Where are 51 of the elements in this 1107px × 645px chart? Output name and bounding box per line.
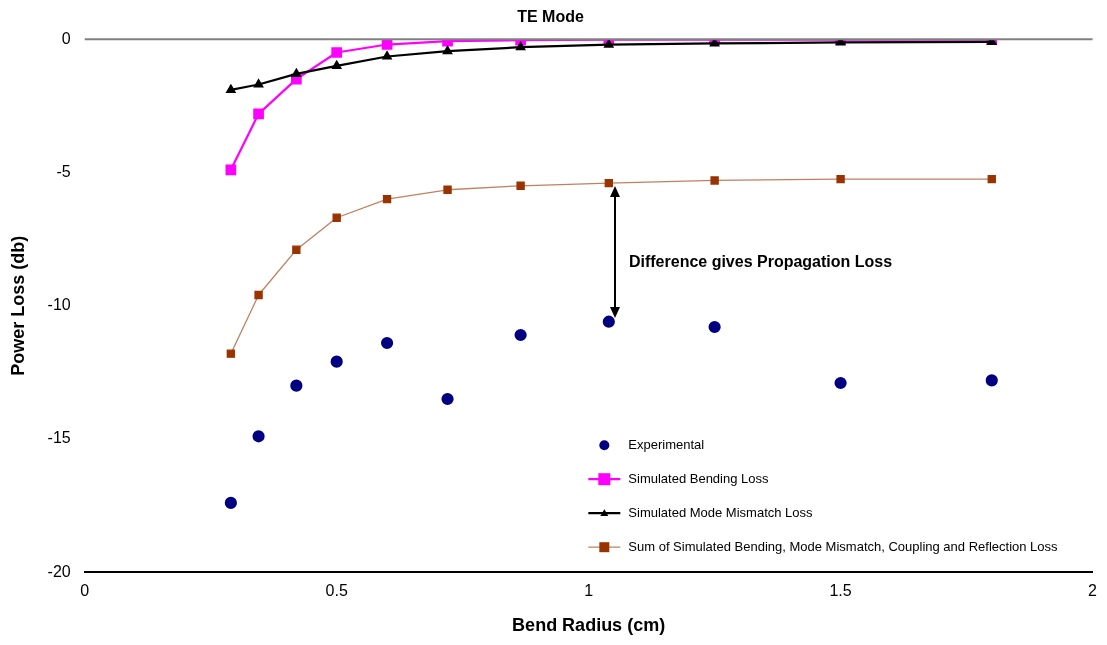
point [253, 108, 264, 120]
y-tick-label: -10 [47, 296, 71, 314]
point [332, 60, 342, 69]
point [226, 349, 236, 358]
x-tick-label: 0 [80, 582, 90, 600]
chart-title: TE Mode [517, 8, 584, 26]
x-axis-title: Bend Radius (cm) [512, 615, 666, 636]
y-tick-label: -20 [47, 562, 71, 580]
point [380, 336, 394, 350]
point [382, 194, 392, 204]
point [331, 47, 343, 58]
point [291, 68, 301, 77]
point [516, 42, 526, 51]
annotation: Difference gives Propagation Loss [628, 253, 893, 271]
point [382, 51, 392, 60]
legend-label: Simulated Mode Mismatch Loss [628, 504, 814, 520]
legend-label: Sum of Simulated Bending, Mode Mismatch, Coupling and Reflection Loss [628, 538, 1059, 554]
point [441, 392, 454, 406]
point [987, 174, 996, 184]
point [514, 328, 527, 342]
point [516, 181, 525, 190]
point [332, 213, 341, 222]
x-tick-label: 0.5 [325, 582, 348, 600]
point [330, 355, 343, 368]
point [834, 376, 847, 390]
point [254, 290, 263, 300]
point [292, 245, 301, 254]
point [381, 39, 393, 50]
point [602, 315, 615, 328]
point [442, 46, 453, 55]
point [224, 496, 237, 510]
point [710, 176, 719, 185]
point [443, 185, 452, 194]
point [252, 430, 265, 443]
point [985, 374, 998, 387]
y-axis-title: Power Loss (db) [7, 235, 28, 376]
point [254, 79, 264, 88]
point [708, 320, 721, 334]
legend-label: Experimental [628, 436, 705, 452]
legend-label: Simulated Bending Loss [628, 470, 770, 486]
x-tick-label: 1 [584, 582, 594, 600]
y-tick-label: 0 [61, 29, 71, 47]
point [225, 164, 237, 176]
point [836, 174, 845, 184]
point [290, 379, 303, 392]
x-tick-label: 1.5 [829, 582, 852, 600]
y-tick-label: -15 [47, 429, 71, 447]
x-tick-label: 2 [1088, 582, 1098, 600]
point [604, 178, 613, 188]
y-tick-label: -5 [56, 162, 71, 180]
point [226, 84, 236, 93]
